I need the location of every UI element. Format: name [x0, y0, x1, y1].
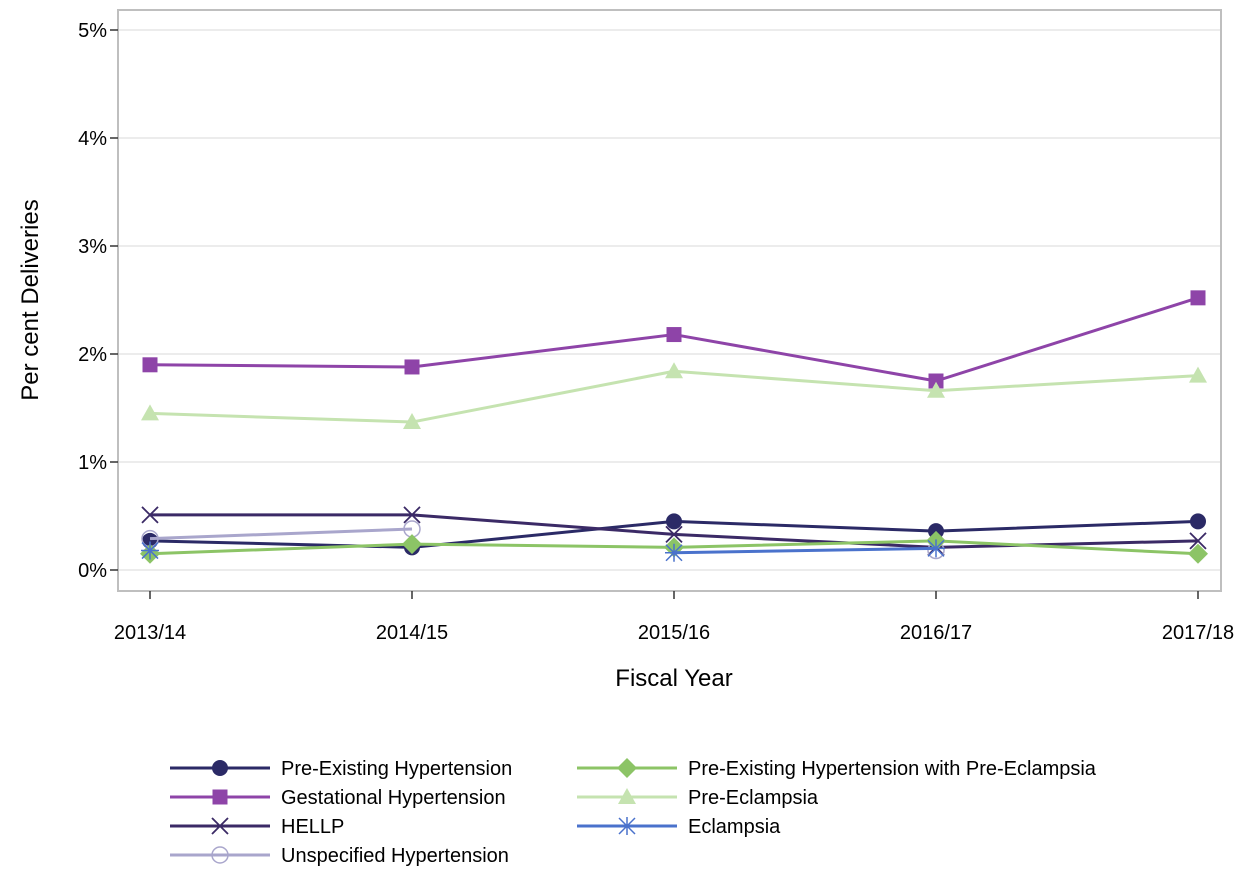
data-point — [927, 381, 945, 398]
x-axis-title: Fiscal Year — [615, 665, 732, 692]
data-point — [404, 359, 420, 375]
x-tick-label: 2014/15 — [376, 622, 448, 644]
legend-marker — [618, 788, 636, 804]
y-axis-title: Per cent Deliveries — [17, 199, 44, 400]
marker-x — [211, 817, 229, 835]
marker-square — [928, 373, 944, 389]
data-point — [141, 506, 159, 524]
x-tick-label: 2013/14 — [114, 622, 186, 644]
marker-x — [141, 506, 159, 524]
marker-circle — [212, 760, 228, 776]
legend-item-pre-existing-hypertension-with-pre-eclampsia: Pre-Existing Hypertension with Pre-Eclam… — [577, 758, 1097, 780]
marker-triangle — [141, 404, 159, 421]
data-point — [665, 543, 683, 562]
legend-marker — [618, 817, 636, 835]
data-point — [1190, 290, 1206, 306]
legend-label: Gestational Hypertension — [281, 787, 506, 809]
marker-triangle — [1189, 366, 1207, 383]
marker-diamond — [1188, 543, 1208, 564]
marker-star — [618, 817, 636, 835]
series-line — [673, 546, 937, 555]
y-tick-label: 1% — [78, 452, 107, 474]
marker-square — [1190, 290, 1206, 306]
data-point — [402, 534, 422, 555]
data-point — [1188, 543, 1208, 564]
legend-item-eclampsia: Eclampsia — [577, 816, 781, 838]
marker-square — [666, 327, 682, 343]
marker-triangle — [618, 788, 636, 804]
series-line — [149, 527, 413, 541]
legend-marker — [211, 817, 229, 835]
legend-label: Pre-Existing Hypertension — [281, 758, 512, 780]
x-tick-label: 2015/16 — [638, 622, 710, 644]
marker-square — [404, 359, 420, 375]
marker-star — [665, 543, 683, 562]
marker-x — [1189, 532, 1207, 550]
legend-label: Pre-Eclampsia — [688, 787, 819, 809]
legend-item-pre-existing-hypertension: Pre-Existing Hypertension — [170, 758, 512, 780]
y-tick-label: 0% — [78, 560, 107, 582]
y-tick-label: 5% — [78, 20, 107, 42]
marker-x — [665, 525, 683, 543]
marker-diamond — [617, 758, 637, 778]
legend-label: Eclampsia — [688, 816, 781, 838]
data-point — [665, 525, 683, 543]
marker-square — [142, 357, 158, 373]
data-point — [665, 362, 683, 379]
marker-circle — [1190, 513, 1206, 530]
legend-item-gestational-hypertension: Gestational Hypertension — [170, 787, 506, 809]
plot-area — [117, 9, 1222, 592]
marker-triangle — [403, 413, 421, 430]
y-tick-label: 3% — [78, 236, 107, 258]
legend: Pre-Existing Hypertension Gestational Hyp… — [170, 758, 1097, 867]
data-point — [927, 539, 945, 558]
marker-x — [403, 506, 421, 524]
marker-open-circle — [211, 846, 229, 864]
data-point — [141, 404, 159, 421]
data-point — [403, 413, 421, 430]
grid — [119, 29, 1220, 571]
data-point — [1190, 513, 1206, 530]
legend-item-pre-eclampsia: Pre-Eclampsia — [577, 787, 819, 809]
marker-circle — [666, 513, 682, 530]
legend-item-hellp: HELLP — [170, 816, 344, 838]
data-point — [1189, 532, 1207, 550]
y-axis: 0% 1% 2% 3% 4% 5% — [78, 20, 118, 582]
series-eclampsia — [141, 539, 945, 562]
data-point — [142, 357, 158, 373]
legend-marker — [212, 760, 228, 776]
marker-star — [141, 541, 159, 560]
marker-triangle — [927, 381, 945, 398]
legend-label: HELLP — [281, 816, 344, 838]
legend-marker — [212, 789, 228, 805]
x-tick-label: 2016/17 — [900, 622, 972, 644]
legend-item-unspecified-hypertension: Unspecified Hypertension — [170, 845, 509, 867]
legend-label: Pre-Existing Hypertension with Pre-Eclam… — [688, 758, 1097, 780]
data-point — [928, 373, 944, 389]
data-point — [1189, 366, 1207, 383]
series-pre-eclampsia — [141, 362, 1207, 430]
data-point — [666, 513, 682, 530]
data-point — [141, 541, 159, 560]
data-point — [666, 327, 682, 343]
data-point — [403, 506, 421, 524]
marker-diamond — [402, 534, 422, 555]
legend-marker — [211, 846, 229, 864]
y-tick-label: 4% — [78, 128, 107, 150]
series-gestational-hypertension — [142, 290, 1206, 389]
legend-label: Unspecified Hypertension — [281, 845, 509, 867]
marker-square — [212, 789, 228, 805]
series-layer — [140, 290, 1208, 564]
legend-marker — [617, 758, 637, 778]
marker-star — [927, 539, 945, 558]
marker-triangle — [665, 362, 683, 379]
x-tick-label: 2017/18 — [1162, 622, 1234, 644]
y-tick-label: 2% — [78, 344, 107, 366]
x-axis: 2013/14 2014/15 2015/16 2016/17 2017/18 — [114, 591, 1234, 644]
